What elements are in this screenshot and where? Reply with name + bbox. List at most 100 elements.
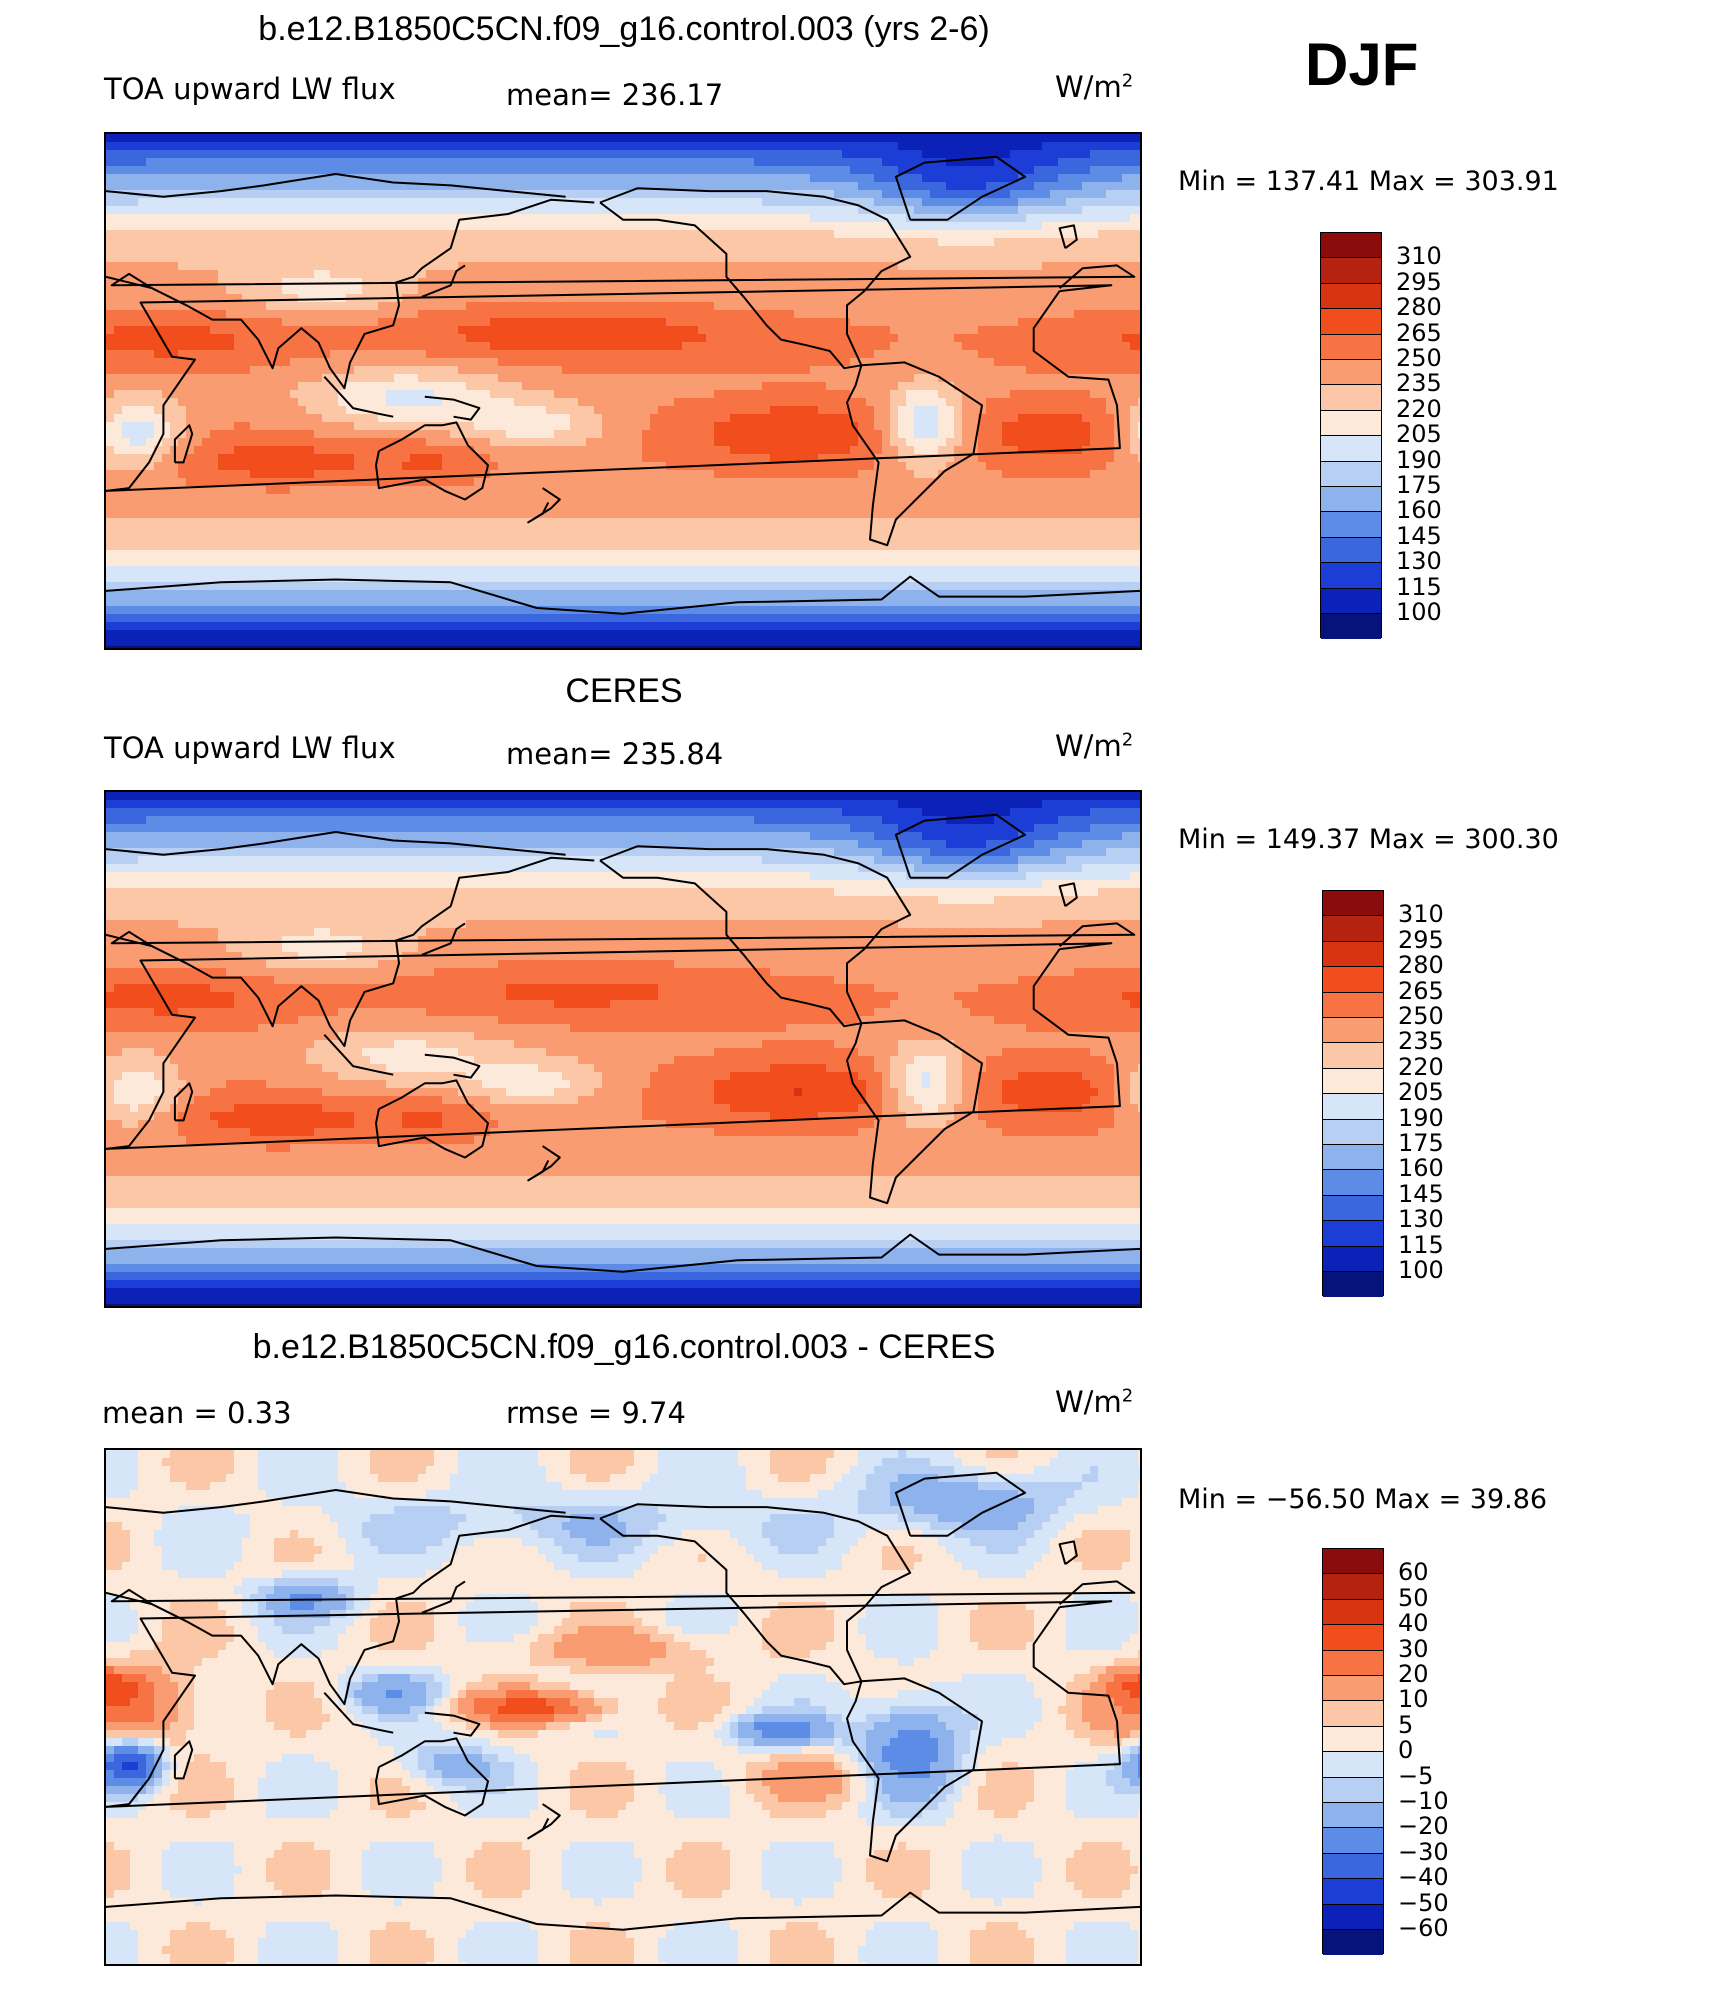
panel2-title: CERES xyxy=(104,672,1144,711)
coastline xyxy=(1058,224,1078,250)
colorbar-swatch xyxy=(1321,385,1381,411)
panel1-title: b.e12.B1850C5CN.f09_g16.control.003 (yrs… xyxy=(104,10,1144,49)
colorbar-label: 220 xyxy=(1398,1053,1444,1081)
colorbar-label: 130 xyxy=(1396,547,1442,575)
colorbar-swatch xyxy=(1321,487,1381,513)
coastline xyxy=(375,1079,489,1159)
coastline xyxy=(110,922,1136,948)
colorbar-label: 310 xyxy=(1398,900,1444,928)
colorbar-label: 190 xyxy=(1398,1104,1444,1132)
coastline xyxy=(599,187,912,370)
colorbar-label: 265 xyxy=(1396,319,1442,347)
coastline xyxy=(106,284,1121,492)
colorbar-swatch xyxy=(1323,1828,1383,1854)
colorbar-swatch xyxy=(1321,512,1381,538)
coastline xyxy=(106,942,1121,1150)
colorbar-label: 235 xyxy=(1396,369,1442,397)
colorbar-swatch xyxy=(1321,563,1381,589)
colorbar-swatch xyxy=(1323,1170,1383,1196)
coastline xyxy=(599,845,912,1028)
map-field xyxy=(106,134,1140,648)
colorbar-label: 205 xyxy=(1398,1078,1444,1106)
colorbar-swatch xyxy=(1323,1625,1383,1651)
contour-fill xyxy=(106,1450,1140,1964)
coastline xyxy=(323,1692,394,1734)
colorbar-swatch xyxy=(1323,1145,1383,1171)
colorbar-label: 20 xyxy=(1398,1660,1429,1688)
coastline xyxy=(527,1145,561,1182)
colorbar-swatch xyxy=(1323,1574,1383,1600)
coastlines xyxy=(106,813,1140,1273)
coastline xyxy=(424,395,481,421)
colorbar-swatch xyxy=(1321,334,1381,360)
colorbar-swatch xyxy=(1321,258,1381,284)
coastline xyxy=(106,173,566,198)
colorbar-label: 310 xyxy=(1396,242,1442,270)
colorbar-label: 130 xyxy=(1398,1205,1444,1233)
colorbar-label: 175 xyxy=(1396,471,1442,499)
coastline xyxy=(894,1471,1027,1537)
colorbar-label: 175 xyxy=(1398,1129,1444,1157)
colorbar-swatch xyxy=(1321,537,1381,564)
coastline xyxy=(421,264,466,298)
panel1-minmax: Min = 137.41 Max = 303.91 xyxy=(1178,166,1559,197)
colorbar-swatch xyxy=(1323,1119,1383,1145)
panel3-minmax: Min = −56.50 Max = 39.86 xyxy=(1178,1484,1547,1515)
colorbar-swatch xyxy=(1323,941,1383,968)
colorbar-label: 250 xyxy=(1396,344,1442,372)
colorbar-swatch xyxy=(1323,992,1383,1018)
colorbar-label: 10 xyxy=(1398,1685,1429,1713)
coastline xyxy=(106,1600,1121,1808)
colorbar-label: 115 xyxy=(1398,1231,1444,1259)
coastline xyxy=(106,856,595,1048)
colorbar-label: −10 xyxy=(1398,1787,1449,1815)
coastline xyxy=(424,1711,481,1737)
colorbar-swatch xyxy=(1323,1272,1383,1298)
colorbar-label: 160 xyxy=(1398,1154,1444,1182)
colorbar-label: 295 xyxy=(1396,268,1442,296)
coastline xyxy=(173,1740,194,1780)
colorbar-swatch xyxy=(1321,309,1381,335)
coastline xyxy=(846,361,983,547)
colorbar-swatch xyxy=(1323,1094,1383,1120)
panel1-mean-label: mean= 236.17 xyxy=(506,78,723,112)
coastline xyxy=(375,1737,489,1817)
colorbar-swatch xyxy=(1321,461,1381,487)
colorbar-label: 50 xyxy=(1398,1584,1429,1612)
coastline xyxy=(894,813,1027,879)
coastline xyxy=(110,1580,1136,1606)
colorbar-label: 265 xyxy=(1398,977,1444,1005)
coastline xyxy=(106,1891,1140,1931)
colorbar-label: 100 xyxy=(1396,598,1442,626)
colorbar-swatch xyxy=(1323,1018,1383,1044)
panel2-mean-label: mean= 235.84 xyxy=(506,737,723,771)
coastline xyxy=(846,1019,983,1205)
colorbar-label: −40 xyxy=(1398,1863,1449,1891)
colorbar-label: 220 xyxy=(1396,395,1442,423)
colorbar-label: 30 xyxy=(1398,1635,1429,1663)
colorbar-swatch xyxy=(1323,1853,1383,1880)
colorbar-swatch xyxy=(1323,1650,1383,1676)
colorbar-label: 40 xyxy=(1398,1609,1429,1637)
colorbar-swatch xyxy=(1323,1068,1383,1095)
coastlines xyxy=(106,1471,1140,1931)
colorbar-label: −60 xyxy=(1398,1914,1449,1942)
coastline xyxy=(323,1034,394,1076)
colorbar-swatch xyxy=(1323,1599,1383,1626)
colorbar-label: 145 xyxy=(1396,522,1442,550)
colorbar-label: −50 xyxy=(1398,1889,1449,1917)
colorbar-label: 205 xyxy=(1396,420,1442,448)
coastline xyxy=(106,1489,566,1514)
colorbar-label: −5 xyxy=(1398,1762,1433,1790)
colorbar-swatch xyxy=(1323,1195,1383,1222)
coastline xyxy=(421,922,466,956)
coastline xyxy=(110,264,1136,290)
map-field xyxy=(106,792,1140,1306)
colorbar-swatch xyxy=(1323,891,1383,917)
coastline xyxy=(421,1580,466,1614)
colorbar-box xyxy=(1320,232,1382,640)
map-field xyxy=(106,1450,1140,1964)
coastline xyxy=(173,1082,194,1122)
panel1-map xyxy=(104,132,1142,650)
colorbar-label: 115 xyxy=(1396,573,1442,601)
